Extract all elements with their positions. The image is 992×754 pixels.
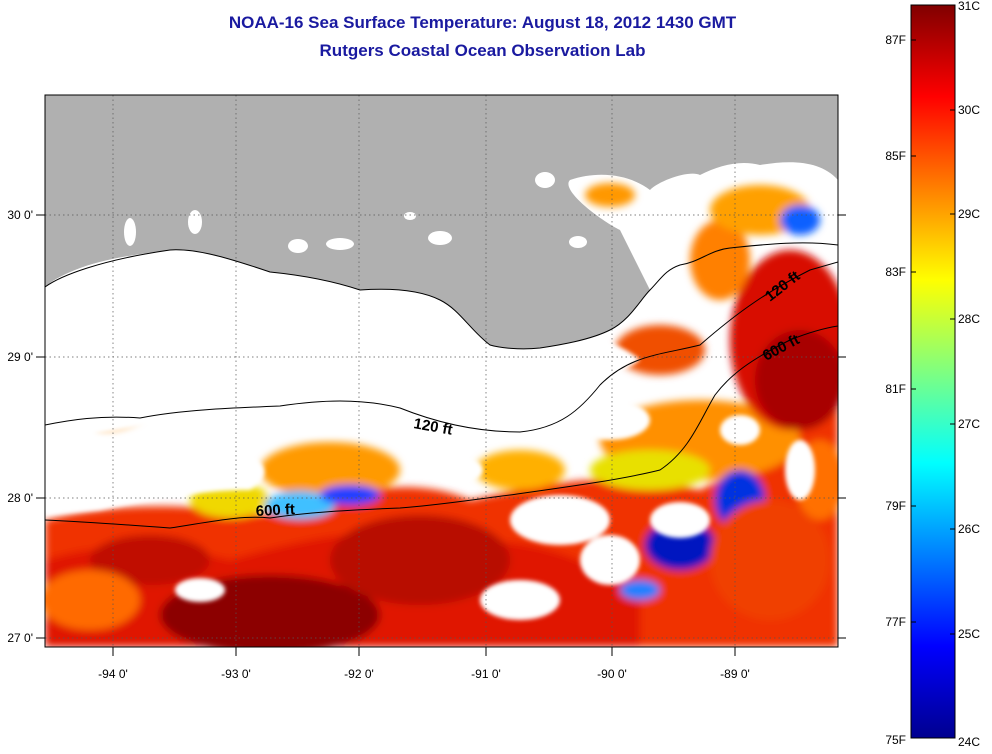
colorbar-label-celsius: 25C <box>958 627 980 641</box>
lon-tick-label: -89 0' <box>720 667 750 681</box>
isobath-120ft <box>45 261 838 433</box>
lon-tick-label: -94 0' <box>98 667 128 681</box>
colorbar-label-celsius: 30C <box>958 103 980 117</box>
map-frame <box>44 94 839 648</box>
colorbar-label-celsius: 26C <box>958 522 980 536</box>
lon-tick-label: -92 0' <box>344 667 374 681</box>
colorbar-label-fahrenheit: 77F <box>885 615 906 629</box>
coastline <box>45 242 838 350</box>
colorbar-label-fahrenheit: 83F <box>885 265 906 279</box>
colorbar-label-celsius: 28C <box>958 312 980 326</box>
colorbar-label-fahrenheit: 75F <box>885 733 906 747</box>
colorbar-label-fahrenheit: 87F <box>885 33 906 47</box>
lat-tick-label: 28 0' <box>7 491 33 505</box>
isobath-600ft <box>45 325 838 529</box>
colorbar <box>910 4 956 739</box>
colorbar-label-celsius: 27C <box>958 417 980 431</box>
contour-label-120ft-1: 120 ft <box>412 415 454 439</box>
axis-ticks <box>36 214 846 656</box>
colorbar-label-celsius: 29C <box>958 207 980 221</box>
lon-tick-label: -91 0' <box>471 667 501 681</box>
map-title: NOAA-16 Sea Surface Temperature: August … <box>228 13 737 32</box>
colorbar-label-fahrenheit: 79F <box>885 499 906 513</box>
colorbar-ticks <box>911 39 955 635</box>
colorbar-label-celsius: 24C <box>958 735 980 749</box>
map-subtitle: Rutgers Coastal Ocean Observation Lab <box>319 41 646 60</box>
lon-tick-label: -90 0' <box>597 667 627 681</box>
lat-tick-label: 27 0' <box>7 631 33 645</box>
lon-tick-label: -93 0' <box>221 667 251 681</box>
graticule <box>45 95 838 647</box>
lat-tick-label: 30 0' <box>7 208 33 222</box>
colorbar-label-fahrenheit: 85F <box>885 149 906 163</box>
lat-tick-label: 29 0' <box>7 350 33 364</box>
colorbar-label-celsius: 31C <box>958 0 980 13</box>
inland-lakes <box>124 172 587 253</box>
land-louisiana <box>45 95 838 349</box>
colorbar-label-fahrenheit: 81F <box>885 382 906 396</box>
contour-label-600ft-1: 600 ft <box>255 501 295 520</box>
